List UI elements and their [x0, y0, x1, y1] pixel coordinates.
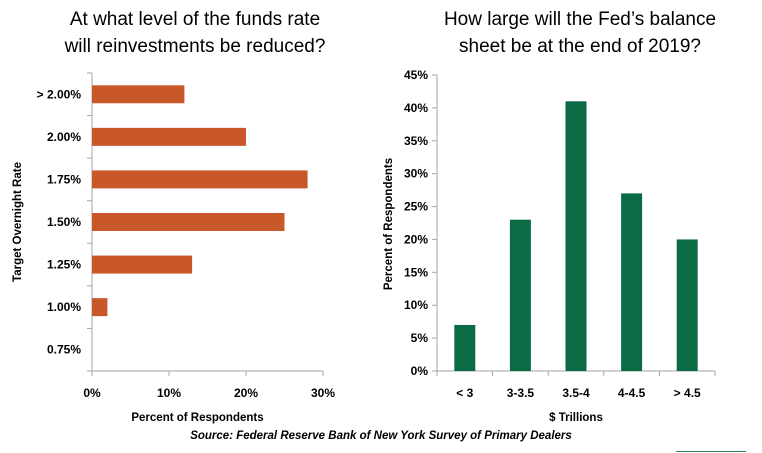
right-y-tick-label: 5% — [411, 331, 429, 345]
left-x-tick-label: 0% — [83, 386, 101, 400]
right-y-tick-label: 15% — [404, 265, 428, 279]
left-x-tick-label: 20% — [234, 386, 258, 400]
right-x-axis-label: $ Trillions — [549, 412, 603, 424]
source-note: Source: Federal Reserve Bank of New York… — [190, 430, 572, 442]
left-chart-title: At what level of the funds rate will rei… — [0, 6, 390, 60]
left-x-tick-label: 10% — [157, 386, 181, 400]
right-y-tick-label: 40% — [404, 101, 428, 115]
right-x-tick-label: 3-3.5 — [507, 386, 535, 400]
right-bar-3 — [621, 193, 643, 371]
right-bar-2 — [565, 101, 587, 372]
left-x-axis-label: Percent of Respondents — [131, 412, 263, 424]
right-chart-title: How large will the Fed’s balance sheet b… — [400, 6, 760, 60]
left-y-tick-label: 2.00% — [47, 130, 81, 144]
right-y-tick-label: 10% — [404, 298, 428, 312]
bottom-rule — [676, 451, 746, 452]
right-x-tick-label: < 3 — [456, 386, 473, 400]
left-y-axis-label: Target Overnight Rate — [12, 162, 24, 282]
left-title-line-1: At what level of the funds rate — [69, 9, 321, 30]
right-bar-0 — [454, 324, 476, 371]
right-y-tick-label: 45% — [404, 68, 428, 82]
right-x-tick-label: 4-4.5 — [618, 386, 646, 400]
left-bar-2 — [92, 170, 308, 189]
right-y-axis-label: Percent of Respondents — [383, 158, 395, 290]
left-y-tick-label: 1.50% — [47, 215, 81, 229]
right-title-line-1: How large will the Fed’s balance — [443, 9, 717, 30]
left-y-tick-label: > 2.00% — [37, 87, 82, 101]
right-bar-4 — [676, 239, 698, 371]
right-y-tick-label: 0% — [411, 364, 429, 378]
left-y-tick-label: 0.75% — [47, 343, 81, 357]
left-x-tick-label: 30% — [311, 386, 335, 400]
right-y-tick-label: 25% — [404, 200, 428, 214]
right-y-tick-label: 20% — [404, 232, 428, 246]
left-bar-4 — [92, 255, 193, 274]
right-title-line-2: sheet be at the end of 2019? — [459, 36, 701, 57]
left-y-tick-label: 1.75% — [47, 172, 81, 186]
right-x-tick-label: > 4.5 — [674, 386, 701, 400]
right-x-tick-label: 3.5-4 — [562, 386, 590, 400]
right-bar-1 — [509, 219, 531, 371]
right-y-tick-label: 30% — [404, 167, 428, 181]
right-y-tick-label: 35% — [404, 134, 428, 148]
left-bar-5 — [92, 298, 108, 317]
left-bar-3 — [92, 213, 285, 231]
left-bar-0 — [92, 85, 185, 104]
left-title-line-2: will reinvestments be reduced? — [64, 36, 326, 57]
left-y-tick-label: 1.00% — [47, 300, 81, 314]
left-y-tick-label: 1.25% — [47, 258, 81, 272]
left-bar-1 — [92, 127, 246, 146]
